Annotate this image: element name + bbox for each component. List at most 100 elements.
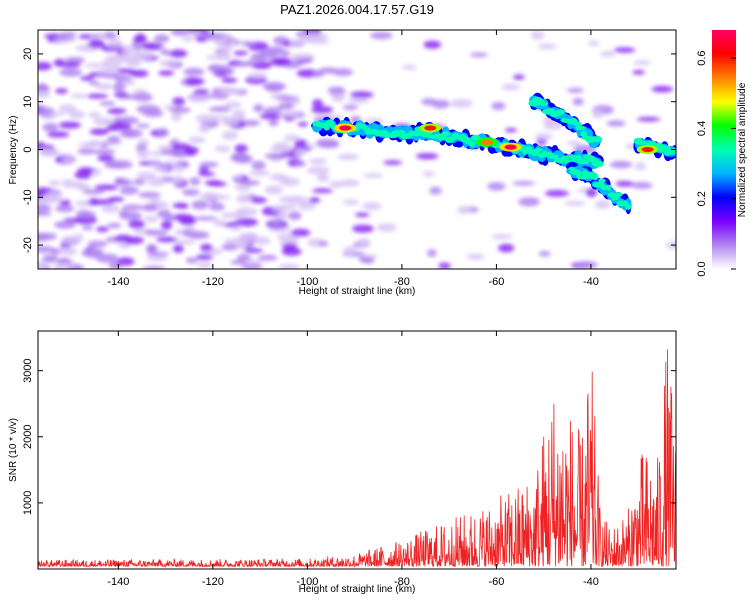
noise-speckle xyxy=(213,219,227,227)
noise-speckle xyxy=(290,228,311,237)
signal-track-segment_1 xyxy=(551,154,559,159)
noise-speckle xyxy=(38,83,48,91)
noise-speckle xyxy=(92,149,116,155)
x-tick-label: -80 xyxy=(394,576,410,588)
noise-speckle xyxy=(185,257,198,264)
noise-speckle xyxy=(632,69,645,75)
snr-panel: -140 -120 -100 -80 -60 -40 1000 2000 3000 Height… xyxy=(8,330,677,595)
colorbar-tick-label: 0.0 xyxy=(696,261,708,276)
noise-speckle xyxy=(299,34,323,43)
noise-speckle xyxy=(173,244,184,254)
noise-speckle xyxy=(530,30,545,40)
noise-speckle xyxy=(50,248,61,255)
noise-speckle xyxy=(70,93,89,99)
noise-speckle xyxy=(651,85,674,93)
noise-speckle xyxy=(208,181,227,187)
noise-speckle xyxy=(108,122,132,131)
noise-speckle xyxy=(53,58,65,67)
noise-speckle xyxy=(277,112,301,117)
noise-speckle xyxy=(248,170,270,177)
signal-track-segment_2 xyxy=(573,121,582,127)
colorbar-tick-label: 0.2 xyxy=(696,191,708,206)
noise-speckle xyxy=(172,202,188,209)
noise-speckle xyxy=(102,58,122,68)
noise-speckle xyxy=(234,210,245,219)
noise-speckle xyxy=(438,262,451,269)
snr-ticks: -140 -120 -100 -80 -60 -40 1000 2000 3000 xyxy=(22,331,676,588)
snr-frame xyxy=(37,330,677,570)
noise-speckle xyxy=(212,33,225,40)
signal-track-segment_1 xyxy=(534,148,543,152)
signal-track-segment_4 xyxy=(635,140,648,145)
noise-speckle xyxy=(137,149,150,159)
noise-speckle xyxy=(634,162,647,171)
signal-track-segment_2 xyxy=(555,109,566,115)
noise-speckle xyxy=(107,135,121,144)
y-tick-label: 1000 xyxy=(22,491,34,515)
x-tick-label: -140 xyxy=(107,576,129,588)
x-tick-label: -100 xyxy=(296,576,318,588)
noise-speckle xyxy=(172,175,184,185)
y-tick-label: 20 xyxy=(22,48,34,60)
noise-speckle xyxy=(294,148,307,156)
figure-title: PAZ1.2026.004.17.57.G19 xyxy=(280,2,434,17)
noise-speckle xyxy=(306,166,330,175)
noise-speckle xyxy=(308,197,321,204)
noise-speckle xyxy=(518,197,540,207)
noise-speckle xyxy=(195,114,219,123)
y-tick-label: 10 xyxy=(22,96,34,108)
x-tick-label: -40 xyxy=(583,576,599,588)
signal-track-segment_3 xyxy=(575,171,582,177)
y-tick-label: -10 xyxy=(22,189,34,205)
noise-speckle xyxy=(245,60,257,66)
signal-track-segment_1 xyxy=(410,132,422,137)
noise-speckle xyxy=(370,31,393,40)
noise-speckle xyxy=(262,81,286,91)
noise-speckle xyxy=(133,178,146,186)
noise-speckle xyxy=(160,49,171,56)
noise-speckle xyxy=(38,106,55,116)
noise-speckle xyxy=(214,38,227,46)
noise-speckle xyxy=(53,37,77,43)
noise-speckle xyxy=(426,249,437,257)
noise-speckle xyxy=(57,32,76,40)
noise-speckle xyxy=(108,45,125,51)
noise-speckle xyxy=(59,68,83,77)
noise-speckle xyxy=(585,188,598,198)
noise-speckle xyxy=(138,191,161,199)
noise-speckle xyxy=(47,131,70,138)
noise-speckle xyxy=(575,261,598,269)
noise-speckle xyxy=(198,166,210,173)
noise-speckle xyxy=(233,50,249,56)
noise-speckle xyxy=(587,40,600,46)
noise-speckle xyxy=(637,116,661,122)
noise-speckle xyxy=(355,212,370,218)
noise-speckle xyxy=(101,204,120,213)
noise-speckle xyxy=(296,69,319,78)
noise-speckle xyxy=(352,224,374,233)
noise-speckle xyxy=(88,198,99,206)
noise-speckle xyxy=(104,31,116,39)
noise-speckle xyxy=(512,181,535,186)
noise-speckle xyxy=(240,180,261,186)
noise-speckle xyxy=(187,231,210,240)
noise-speckle xyxy=(431,99,450,109)
noise-speckle xyxy=(259,113,283,120)
noise-speckle xyxy=(457,205,471,215)
noise-speckle xyxy=(246,72,268,79)
noise-speckle xyxy=(115,234,132,242)
noise-speckle xyxy=(535,133,553,140)
noise-speckle xyxy=(170,30,190,36)
signal-track-segment_1 xyxy=(580,160,590,164)
colorbar-ticks: 0.0 0.2 0.4 0.6 xyxy=(696,50,736,277)
noise-speckle xyxy=(123,128,135,138)
noise-speckle xyxy=(631,181,653,190)
noise-speckle xyxy=(251,160,266,170)
noise-speckle xyxy=(55,205,75,213)
noise-speckle xyxy=(466,253,485,260)
noise-speckle xyxy=(469,52,488,58)
noise-speckle xyxy=(99,101,116,106)
noise-speckle xyxy=(78,34,93,40)
noise-speckle xyxy=(312,188,334,194)
noise-speckle xyxy=(107,108,127,115)
